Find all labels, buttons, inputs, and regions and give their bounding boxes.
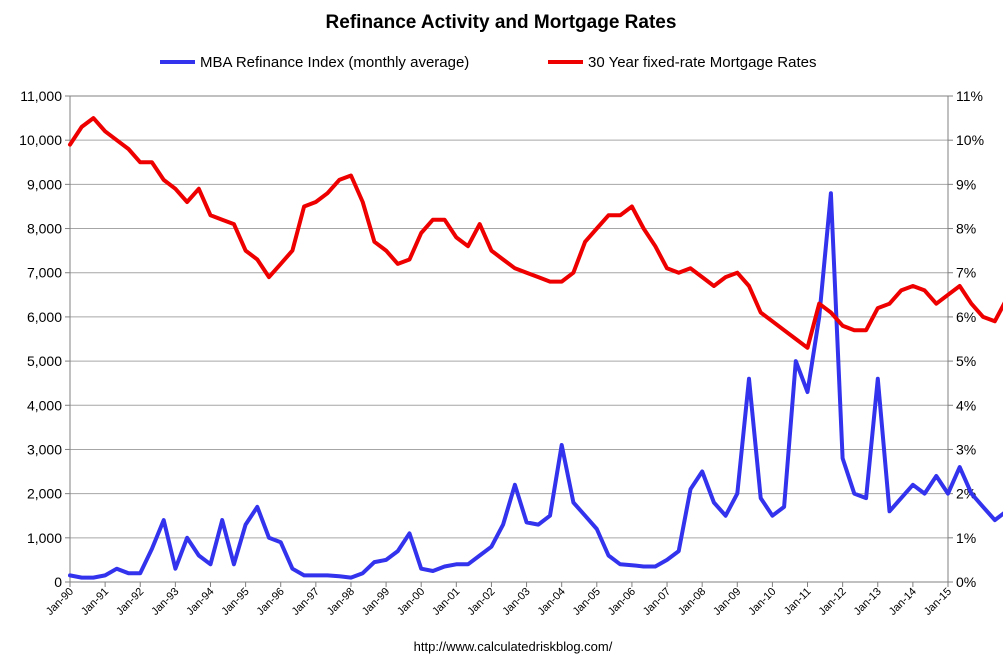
x-tick-label: Jan-00	[395, 586, 427, 618]
x-tick-label: Jan-98	[325, 586, 357, 618]
x-tick-label: Jan-02	[465, 586, 497, 618]
y-axis-left: 0 1,000 2,000 3,000 4,000 5,000 6,000 7,000 8,00…	[19, 88, 70, 590]
x-tick-label: Jan-07	[641, 586, 673, 618]
x-tick-label: Jan-05	[571, 586, 603, 618]
y-tick-left-label: 11,000	[20, 88, 62, 104]
y-tick-left-label: 8,000	[27, 221, 62, 237]
y-tick-right-label: 1%	[956, 530, 976, 546]
y-tick-right-label: 3%	[956, 441, 976, 457]
x-tick-label: Jan-95	[219, 586, 251, 618]
y-tick-left-label: 7,000	[27, 265, 62, 281]
source-url: http://www.calculatedriskblog.com/	[414, 639, 613, 654]
x-tick-label: Jan-12	[816, 586, 848, 618]
x-tick-label: Jan-10	[746, 586, 778, 618]
x-tick-label: Jan-03	[500, 586, 532, 618]
x-tick-label: Jan-15	[922, 586, 954, 618]
x-tick-label: Jan-08	[676, 586, 708, 618]
series-line-refinance-index	[68, 191, 1003, 580]
series-line-mortgage-rate	[68, 116, 1003, 350]
x-tick-label: Jan-13	[852, 586, 884, 618]
y-tick-left-label: 6,000	[27, 309, 62, 325]
x-tick-label: Jan-06	[606, 586, 638, 618]
y-tick-right-label: 8%	[956, 221, 976, 237]
legend: MBA Refinance Index (monthly average) 30…	[160, 54, 816, 71]
y-tick-right-label: 7%	[956, 265, 976, 281]
y-tick-left-label: 10,000	[19, 132, 62, 148]
x-tick-label: Jan-94	[184, 586, 216, 618]
y-tick-right-label: 10%	[956, 132, 984, 148]
legend-label-mortgage-rate: 30 Year fixed-rate Mortgage Rates	[588, 54, 816, 71]
x-tick-label: Jan-93	[149, 586, 181, 618]
x-tick-label: Jan-97	[290, 586, 322, 618]
y-tick-left-label: 4,000	[27, 397, 62, 413]
chart-title: Refinance Activity and Mortgage Rates	[326, 12, 677, 33]
y-tick-right-label: 4%	[956, 397, 976, 413]
legend-label-refinance: MBA Refinance Index (monthly average)	[200, 54, 469, 71]
x-tick-label: Jan-01	[430, 586, 462, 618]
y-axis-right: 0%1%2%3%4%5%6%7%8%9%10%11%	[948, 88, 984, 590]
y-tick-right-label: 9%	[956, 176, 976, 192]
plot-area-border	[69, 95, 949, 583]
y-tick-left-label: 0	[54, 574, 62, 590]
x-tick-label: Jan-09	[711, 586, 743, 618]
x-axis: Jan-90 Jan-91 Jan-92 Jan-93 Jan-94 Jan-95 Jan-…	[44, 582, 954, 618]
x-tick-label: Jan-11	[782, 586, 814, 618]
y-tick-right-label: 11%	[956, 88, 983, 104]
y-tick-right-label: 5%	[956, 353, 976, 369]
x-tick-label: Jan-99	[360, 586, 392, 618]
series-layer	[68, 116, 1003, 580]
x-tick-label: Jan-96	[255, 586, 287, 618]
x-tick-label: Jan-91	[79, 586, 111, 618]
x-tick-label: Jan-04	[536, 586, 568, 618]
x-tick-label: Jan-90	[44, 586, 76, 618]
x-tick-label: Jan-14	[887, 586, 919, 618]
y-tick-right-label: 6%	[956, 309, 976, 325]
y-tick-right-label: 0%	[956, 574, 976, 590]
x-tick-label: Jan-92	[114, 586, 146, 618]
y-tick-left-label: 2,000	[27, 486, 62, 502]
y-tick-left-label: 5,000	[27, 353, 62, 369]
y-tick-left-label: 1,000	[27, 530, 62, 546]
y-tick-left-label: 3,000	[27, 441, 62, 457]
y-tick-left-label: 9,000	[27, 176, 62, 192]
